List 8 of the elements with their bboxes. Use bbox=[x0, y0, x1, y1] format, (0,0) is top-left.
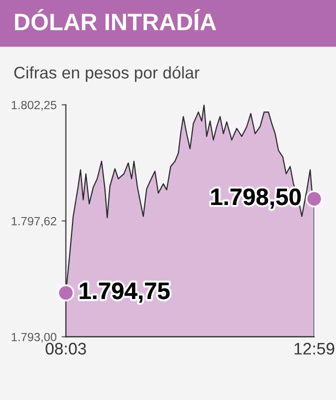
chart-title: DÓLAR INTRADÍA bbox=[15, 9, 216, 30]
y-tick-label: 1.802,25 bbox=[12, 100, 56, 111]
annotation: 1.794,75 bbox=[80, 282, 170, 303]
x-tick-label: 08:03 bbox=[46, 342, 86, 355]
x-tick-label: 12:59 bbox=[294, 342, 334, 355]
y-tick-label: 1.793,00 bbox=[12, 332, 56, 343]
chart-subtitle: Cifras en pesos por dólar bbox=[14, 66, 200, 82]
y-tick-label: 1.797,62 bbox=[12, 216, 56, 227]
